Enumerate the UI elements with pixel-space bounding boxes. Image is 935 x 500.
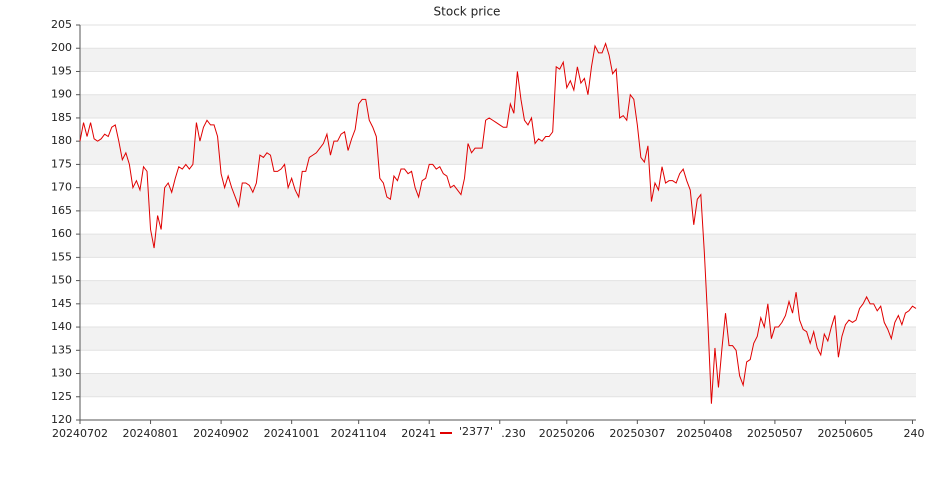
x-tick-label: 20250307	[609, 427, 665, 440]
y-tick-label: 135	[51, 343, 72, 356]
chart-title: Stock price	[434, 5, 501, 19]
grid-band	[80, 141, 916, 165]
y-tick-label: 130	[51, 367, 72, 380]
y-tick-label: 185	[51, 111, 72, 124]
grid-band	[80, 94, 916, 118]
y-tick-label: 150	[51, 274, 72, 287]
x-tick-label: 20250605	[817, 427, 873, 440]
x-tick-label: 20241	[401, 427, 436, 440]
y-tick-label: 165	[51, 204, 72, 217]
x-tick-label: 20241104	[331, 427, 387, 440]
x-tick-label: 240	[903, 427, 924, 440]
y-tick-label: 200	[51, 41, 72, 54]
x-tick-label: .230	[501, 427, 526, 440]
y-tick-label: 125	[51, 390, 72, 403]
grid-band	[80, 187, 916, 211]
x-tick-label: 20250507	[747, 427, 803, 440]
y-tick-label: 175	[51, 157, 72, 170]
grid-band	[80, 373, 916, 397]
y-tick-label: 120	[51, 413, 72, 426]
grid-band	[80, 234, 916, 258]
y-tick-label: 205	[51, 18, 72, 31]
y-tick-label: 190	[51, 88, 72, 101]
y-tick-label: 160	[51, 227, 72, 240]
legend-label: '2377'	[459, 425, 493, 438]
y-tick-label: 140	[51, 320, 72, 333]
y-tick-label: 180	[51, 134, 72, 147]
y-tick-label: 145	[51, 297, 72, 310]
x-tick-label: 20250206	[539, 427, 595, 440]
legend-box	[437, 425, 501, 441]
grid-band	[80, 280, 916, 304]
y-tick-label: 170	[51, 181, 72, 194]
x-tick-label: 20250408	[676, 427, 732, 440]
x-tick-label: 20241001	[264, 427, 320, 440]
price-line	[79, 42, 917, 404]
grid-band	[80, 48, 916, 72]
x-tick-label: 20240902	[193, 427, 249, 440]
y-tick-label: 195	[51, 64, 72, 77]
y-tick-label: 155	[51, 250, 72, 263]
x-tick-label: 20240801	[123, 427, 179, 440]
grid-band	[80, 327, 916, 351]
x-tick-label: 20240702	[52, 427, 108, 440]
